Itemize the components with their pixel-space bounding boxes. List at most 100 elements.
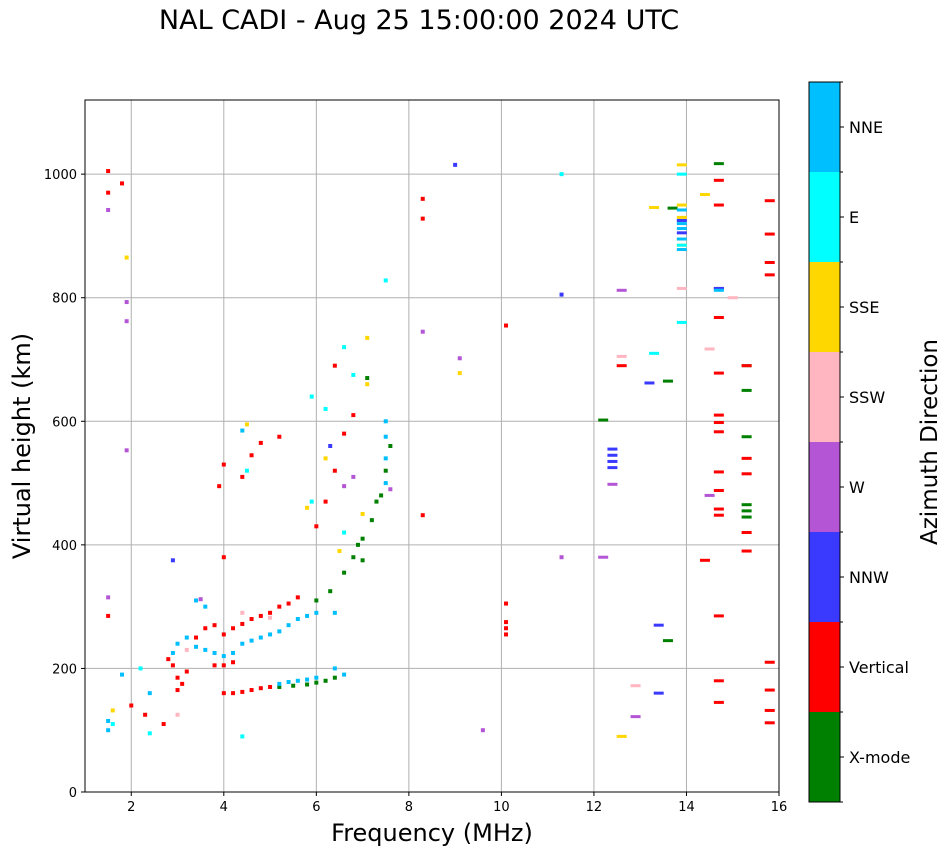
data-point	[231, 626, 236, 631]
data-point	[332, 610, 337, 615]
data-point	[295, 617, 300, 621]
data-point	[388, 487, 393, 492]
data-point	[332, 675, 337, 680]
data-point	[420, 513, 425, 518]
data-point	[180, 681, 185, 686]
data-point	[351, 474, 356, 479]
data-point	[124, 300, 129, 305]
x-tick-label: 10	[493, 800, 510, 815]
data-point	[124, 319, 129, 324]
data-point	[713, 203, 724, 207]
data-point	[323, 456, 328, 461]
data-point	[699, 558, 710, 562]
data-point	[170, 650, 175, 655]
data-point	[713, 470, 724, 474]
data-point	[379, 493, 384, 498]
data-point	[351, 555, 356, 560]
data-point	[240, 621, 245, 626]
data-point	[607, 459, 618, 463]
data-point	[764, 260, 775, 264]
data-point	[175, 688, 180, 693]
data-point	[457, 356, 462, 361]
data-point	[249, 688, 254, 693]
y-tick-label: 400	[52, 539, 77, 554]
data-point	[175, 712, 180, 717]
series-nnw	[170, 162, 724, 695]
data-point	[676, 222, 687, 226]
data-point	[332, 468, 337, 473]
data-point	[764, 688, 775, 692]
data-point	[676, 248, 687, 252]
data-point	[676, 203, 687, 207]
data-point	[559, 292, 564, 297]
data-point	[699, 193, 710, 197]
data-point	[741, 503, 752, 507]
x-axis-label: Frequency (MHz)	[331, 819, 533, 847]
data-point	[713, 700, 724, 704]
data-point	[305, 505, 310, 510]
data-point	[764, 273, 775, 277]
data-point	[662, 639, 673, 643]
series-sse	[110, 163, 710, 738]
colorbar-tick-label: Vertical	[849, 658, 909, 677]
data-point	[676, 227, 687, 231]
data-point	[286, 601, 291, 606]
data-point	[676, 320, 687, 324]
data-point	[616, 364, 627, 368]
data-point	[741, 515, 752, 519]
x-tick-label: 2	[127, 800, 135, 815]
series-w	[106, 207, 715, 733]
data-point	[713, 513, 724, 517]
data-point	[221, 691, 226, 696]
data-point	[360, 558, 365, 563]
data-point	[221, 654, 226, 659]
data-point	[616, 734, 627, 738]
data-point	[249, 453, 254, 458]
data-point	[124, 255, 129, 260]
data-point	[258, 440, 263, 445]
data-point	[212, 623, 217, 628]
x-axis-ticks: 2 4 6 8 10 12 14 16	[127, 792, 787, 815]
data-point	[342, 672, 347, 677]
data-point	[713, 315, 724, 319]
data-point	[184, 635, 189, 640]
plot-frame	[84, 99, 780, 793]
data-point	[616, 288, 627, 292]
data-point	[240, 428, 245, 433]
data-point	[323, 406, 328, 411]
colorbar-segment	[809, 712, 840, 802]
data-point	[383, 434, 388, 439]
data-point	[305, 677, 310, 682]
x-tick-label: 14	[678, 800, 695, 815]
data-point	[198, 597, 203, 602]
data-point	[607, 482, 618, 486]
data-point	[676, 172, 687, 176]
data-point	[295, 678, 300, 683]
data-point	[240, 734, 245, 739]
data-point	[106, 207, 111, 212]
data-point	[120, 181, 125, 186]
data-point	[305, 613, 310, 618]
data-point	[309, 499, 314, 504]
data-point	[286, 623, 291, 628]
data-point	[258, 635, 263, 640]
colorbar-tick-label: E	[849, 208, 859, 227]
data-point	[314, 598, 319, 603]
data-point	[630, 715, 641, 719]
data-point	[332, 363, 337, 368]
data-point	[166, 657, 171, 662]
data-point	[388, 444, 393, 448]
data-point	[598, 555, 609, 559]
data-point	[314, 610, 319, 615]
data-point	[764, 232, 775, 236]
colorbar-segment	[809, 442, 840, 532]
data-point	[342, 484, 347, 489]
data-point	[221, 663, 226, 668]
data-point	[277, 629, 282, 634]
data-point	[184, 647, 189, 652]
y-axis-label: Virtual height (km)	[8, 333, 36, 559]
colorbar-tick-label: NNW	[849, 568, 889, 587]
data-point	[212, 663, 217, 668]
data-point	[653, 691, 664, 695]
